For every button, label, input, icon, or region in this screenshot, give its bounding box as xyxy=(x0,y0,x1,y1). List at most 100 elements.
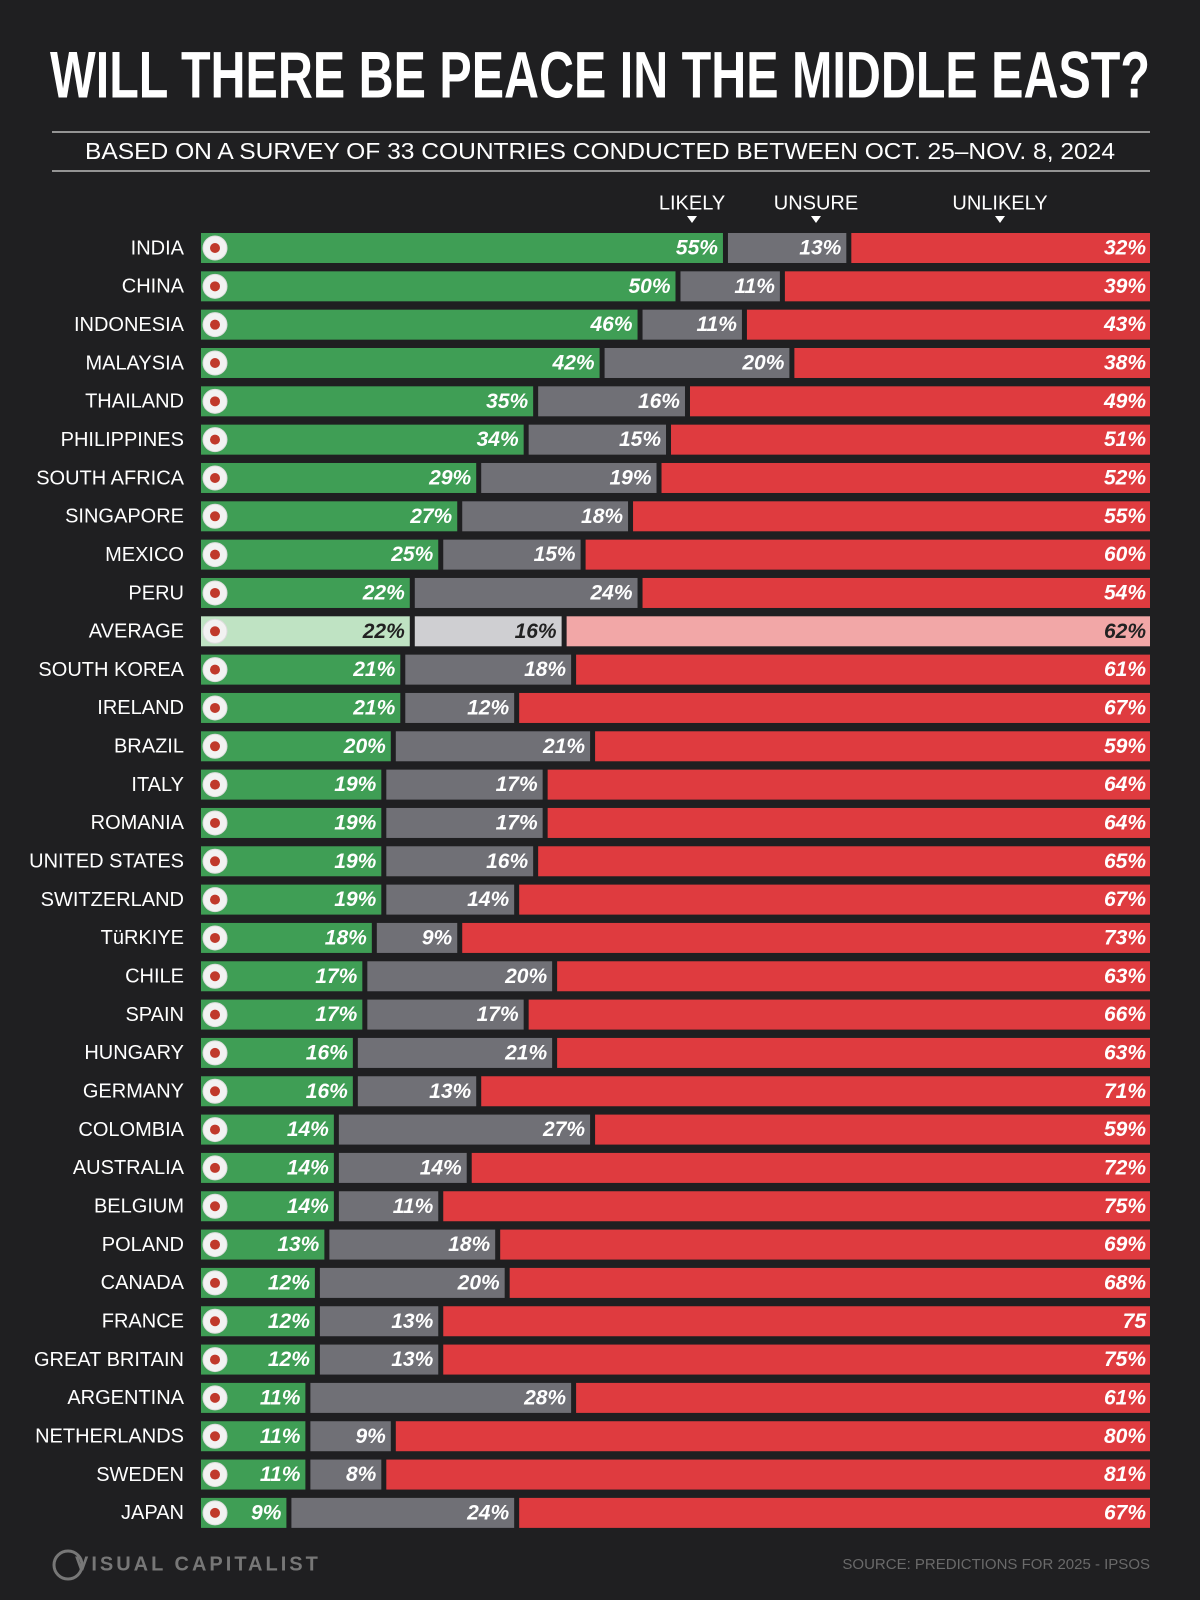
value-label: 21% xyxy=(352,697,395,720)
category-label: CHINA xyxy=(122,276,185,298)
bar-segment xyxy=(201,233,723,263)
value-label: 13% xyxy=(391,1310,433,1333)
bar-segment xyxy=(395,1421,1150,1452)
value-label: 63% xyxy=(1104,1041,1146,1064)
chart-subtitle: BASED ON A SURVEY OF 33 COUNTRIES CONDUC… xyxy=(85,138,1115,164)
bar-segment xyxy=(201,577,410,608)
bar-segment xyxy=(680,271,780,302)
value-label: 39% xyxy=(1104,275,1146,298)
category-label: BRAZIL xyxy=(114,736,184,758)
category-label: SWITZERLAND xyxy=(41,889,184,911)
value-label: 67% xyxy=(1104,1501,1146,1524)
bar-segment xyxy=(319,1344,439,1375)
value-label: 71% xyxy=(1104,1080,1146,1103)
value-label: 55% xyxy=(1104,505,1146,528)
value-label: 13% xyxy=(391,1348,433,1371)
value-label: 73% xyxy=(1104,926,1146,949)
source: SOURCE: PREDICTIONS FOR 2025 - IPSOS xyxy=(842,1556,1150,1573)
bar-segment xyxy=(201,539,439,570)
bar-segment xyxy=(201,616,410,647)
value-label: 75 xyxy=(1123,1310,1147,1333)
value-label: 69% xyxy=(1104,1233,1146,1256)
bar-segment xyxy=(386,807,543,838)
bar-segment xyxy=(443,539,581,570)
bar-segment xyxy=(519,884,1150,915)
value-label: 22% xyxy=(362,620,405,643)
bar-segment xyxy=(201,692,401,723)
flag-center xyxy=(210,549,220,560)
category-label: PHILIPPINES xyxy=(61,429,184,451)
bar-segment xyxy=(500,1229,1150,1260)
value-label: 21% xyxy=(542,735,585,758)
bar-segment xyxy=(338,1191,439,1222)
value-label: 17% xyxy=(496,811,538,834)
bar-segment xyxy=(585,539,1150,570)
bar-segment xyxy=(481,462,657,493)
bar-segment xyxy=(310,1421,391,1452)
value-label: 16% xyxy=(306,1041,348,1064)
value-label: 28% xyxy=(523,1386,566,1409)
bar-segment xyxy=(661,462,1150,493)
flag-center xyxy=(210,817,220,828)
value-label: 24% xyxy=(466,1501,509,1524)
category-label: UNITED STATES xyxy=(29,851,184,873)
bar-segment xyxy=(201,462,477,493)
category-label: POLAND xyxy=(102,1234,184,1256)
flag-center xyxy=(210,1507,220,1518)
bar-segment xyxy=(357,1037,553,1068)
value-label: 32% xyxy=(1104,237,1146,260)
value-label: 21% xyxy=(504,1041,547,1064)
value-label: 20% xyxy=(343,735,386,758)
value-label: 19% xyxy=(334,850,376,873)
bar-segment xyxy=(329,1229,496,1260)
category-label: SINGAPORE xyxy=(65,506,184,528)
value-label: 25% xyxy=(390,543,433,566)
flag-center xyxy=(210,1354,220,1365)
bar-segment xyxy=(367,961,553,992)
flag-center xyxy=(210,1086,220,1097)
bar-segment xyxy=(201,501,458,532)
value-label: 14% xyxy=(287,1118,329,1141)
value-label: 75% xyxy=(1104,1195,1146,1218)
value-label: 17% xyxy=(315,965,357,988)
value-label: 19% xyxy=(334,773,376,796)
bar-segment xyxy=(642,577,1150,608)
value-label: 65% xyxy=(1104,850,1146,873)
value-label: 11% xyxy=(734,275,775,298)
category-label: CHILE xyxy=(125,966,184,988)
value-label: 19% xyxy=(334,811,376,834)
bar-segment xyxy=(519,1497,1150,1528)
flag-center xyxy=(210,664,220,675)
value-label: 72% xyxy=(1104,1156,1146,1179)
value-label: 27% xyxy=(409,505,452,528)
bar-segment xyxy=(509,1267,1150,1298)
category-label: AVERAGE xyxy=(89,621,184,643)
value-label: 15% xyxy=(619,428,661,451)
bar-segment xyxy=(338,1152,467,1183)
value-label: 51% xyxy=(1104,428,1146,451)
bar-segment xyxy=(576,1382,1150,1413)
flag-center xyxy=(210,1124,220,1135)
value-label: 12% xyxy=(268,1310,310,1333)
flag-center xyxy=(210,894,220,905)
value-label: 13% xyxy=(429,1080,471,1103)
value-label: 19% xyxy=(334,888,376,911)
bar-segment xyxy=(671,424,1150,455)
category-label: MEXICO xyxy=(105,544,184,566)
bar-segment xyxy=(310,1382,572,1413)
value-label: 52% xyxy=(1104,467,1146,490)
value-label: 11% xyxy=(260,1386,301,1409)
value-label: 62% xyxy=(1104,620,1146,643)
value-label: 67% xyxy=(1104,888,1146,911)
value-label: 12% xyxy=(467,697,509,720)
bar-segment xyxy=(794,347,1150,378)
legend-arrow xyxy=(811,216,821,223)
legend-arrow xyxy=(995,216,1005,223)
bar-segment xyxy=(528,999,1150,1030)
value-label: 80% xyxy=(1104,1425,1146,1448)
category-label: SOUTH AFRICA xyxy=(36,467,184,489)
value-label: 18% xyxy=(581,505,623,528)
bar-segment xyxy=(201,731,391,762)
category-label: ROMANIA xyxy=(91,812,185,834)
category-label: ARGENTINA xyxy=(67,1387,184,1409)
